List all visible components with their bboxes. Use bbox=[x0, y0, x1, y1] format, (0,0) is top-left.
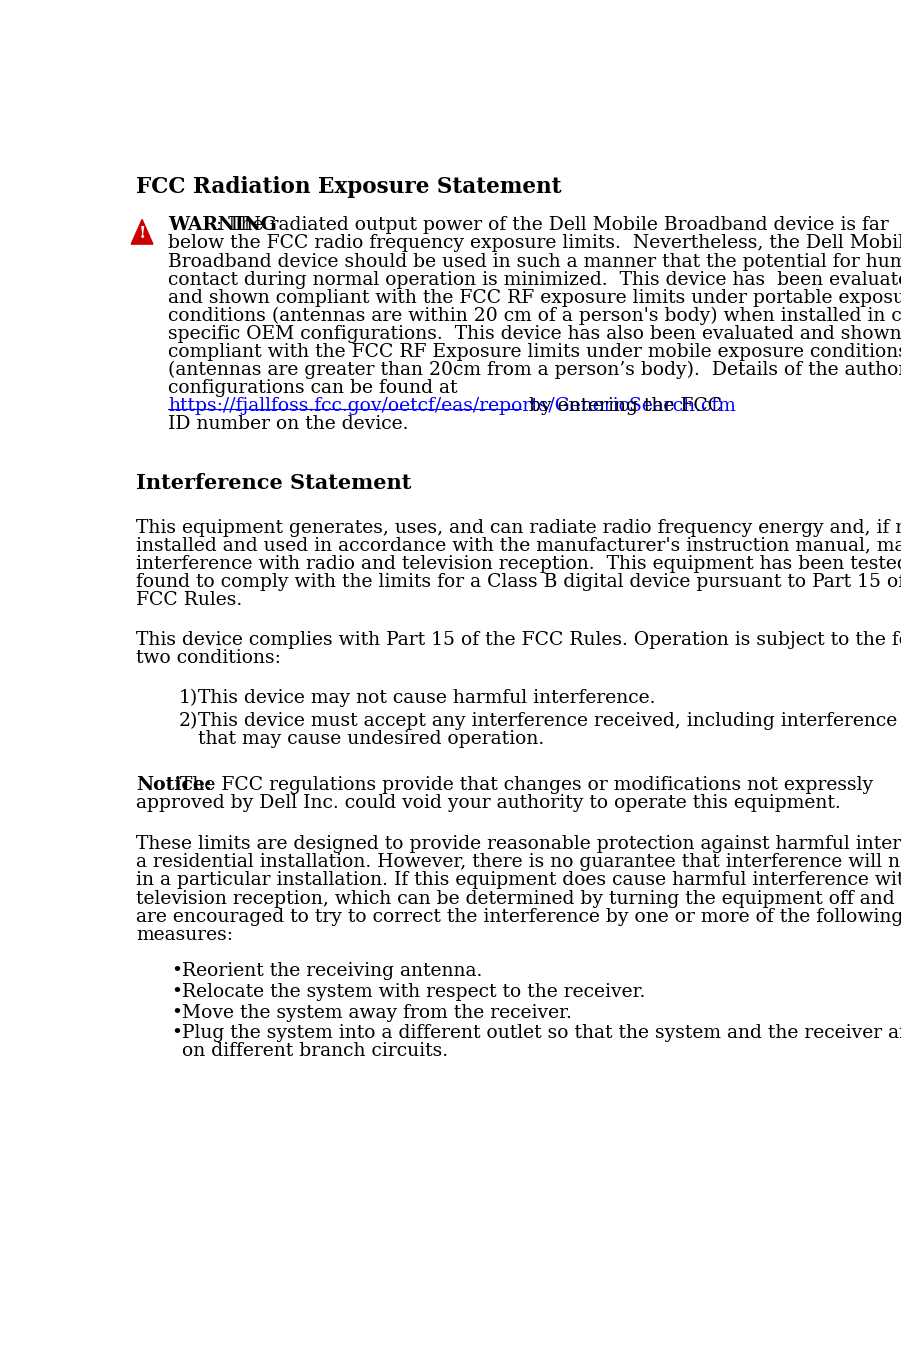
Text: •: • bbox=[171, 962, 182, 980]
Text: The FCC regulations provide that changes or modifications not expressly: The FCC regulations provide that changes… bbox=[168, 775, 874, 793]
Text: installed and used in accordance with the manufacturer's instruction manual, may: installed and used in accordance with th… bbox=[136, 537, 901, 555]
Text: This equipment generates, uses, and can radiate radio frequency energy and, if n: This equipment generates, uses, and can … bbox=[136, 518, 901, 537]
Text: FCC Radiation Exposure Statement: FCC Radiation Exposure Statement bbox=[136, 175, 561, 198]
Text: These limits are designed to provide reasonable protection against harmful inter: These limits are designed to provide rea… bbox=[136, 835, 901, 853]
Text: ID number on the device.: ID number on the device. bbox=[168, 416, 409, 433]
Text: : The radiated output power of the Dell Mobile Broadband device is far: : The radiated output power of the Dell … bbox=[216, 216, 889, 234]
Text: Move the system away from the receiver.: Move the system away from the receiver. bbox=[182, 1003, 572, 1021]
Text: Broadband device should be used in such a manner that the potential for human: Broadband device should be used in such … bbox=[168, 253, 901, 271]
Text: 1): 1) bbox=[178, 689, 197, 707]
Text: found to comply with the limits for a Class B digital device pursuant to Part 15: found to comply with the limits for a Cl… bbox=[136, 573, 901, 591]
Text: specific OEM configurations.  This device has also been evaluated and shown: specific OEM configurations. This device… bbox=[168, 325, 901, 343]
Text: that may cause undesired operation.: that may cause undesired operation. bbox=[198, 730, 544, 748]
Text: FCC Rules.: FCC Rules. bbox=[136, 591, 242, 608]
Text: by entering the FCC: by entering the FCC bbox=[523, 398, 722, 416]
Text: approved by Dell Inc. could void your authority to operate this equipment.: approved by Dell Inc. could void your au… bbox=[136, 794, 841, 812]
Text: Interference Statement: Interference Statement bbox=[136, 473, 411, 493]
Text: •: • bbox=[171, 1003, 182, 1021]
Text: television reception, which can be determined by turning the equipment off and o: television reception, which can be deter… bbox=[136, 890, 901, 908]
Text: Reorient the receiving antenna.: Reorient the receiving antenna. bbox=[182, 962, 483, 980]
Text: contact during normal operation is minimized.  This device has  been evaluated f: contact during normal operation is minim… bbox=[168, 271, 901, 288]
Text: (antennas are greater than 20cm from a person’s body).  Details of the authorize: (antennas are greater than 20cm from a p… bbox=[168, 361, 901, 380]
Text: •: • bbox=[171, 1024, 182, 1043]
Text: WARNING: WARNING bbox=[168, 216, 278, 234]
Text: in a particular installation. If this equipment does cause harmful interference : in a particular installation. If this eq… bbox=[136, 871, 901, 890]
Text: are encouraged to try to correct the interference by one or more of the followin: are encouraged to try to correct the int… bbox=[136, 908, 901, 925]
Text: interference with radio and television reception.  This equipment has been teste: interference with radio and television r… bbox=[136, 555, 901, 573]
Text: measures:: measures: bbox=[136, 925, 232, 943]
Text: and shown compliant with the FCC RF exposure limits under portable exposure: and shown compliant with the FCC RF expo… bbox=[168, 288, 901, 306]
Text: conditions (antennas are within 20 cm of a person's body) when installed in cert: conditions (antennas are within 20 cm of… bbox=[168, 306, 901, 325]
Text: !: ! bbox=[139, 224, 146, 242]
Text: on different branch circuits.: on different branch circuits. bbox=[182, 1043, 449, 1061]
Text: Relocate the system with respect to the receiver.: Relocate the system with respect to the … bbox=[182, 983, 646, 1001]
Text: configurations can be found at: configurations can be found at bbox=[168, 379, 458, 398]
Text: two conditions:: two conditions: bbox=[136, 649, 281, 667]
Polygon shape bbox=[132, 220, 153, 245]
Text: This device complies with Part 15 of the FCC Rules. Operation is subject to the : This device complies with Part 15 of the… bbox=[136, 630, 901, 649]
Text: compliant with the FCC RF Exposure limits under mobile exposure conditions: compliant with the FCC RF Exposure limit… bbox=[168, 343, 901, 361]
Text: •: • bbox=[171, 983, 182, 1001]
Text: 2): 2) bbox=[178, 712, 198, 730]
Text: Plug the system into a different outlet so that the system and the receiver are: Plug the system into a different outlet … bbox=[182, 1024, 901, 1043]
Text: Notice:: Notice: bbox=[136, 775, 212, 793]
Text: https://fjallfoss.fcc.gov/oetcf/eas/reports/GenericSearch.cfm: https://fjallfoss.fcc.gov/oetcf/eas/repo… bbox=[168, 398, 736, 416]
Text: a residential installation. However, there is no guarantee that interference wil: a residential installation. However, the… bbox=[136, 853, 901, 871]
Text: This device may not cause harmful interference.: This device may not cause harmful interf… bbox=[198, 689, 655, 707]
Text: This device must accept any interference received, including interference: This device must accept any interference… bbox=[198, 712, 897, 730]
Text: below the FCC radio frequency exposure limits.  Nevertheless, the Dell Mobile: below the FCC radio frequency exposure l… bbox=[168, 235, 901, 253]
